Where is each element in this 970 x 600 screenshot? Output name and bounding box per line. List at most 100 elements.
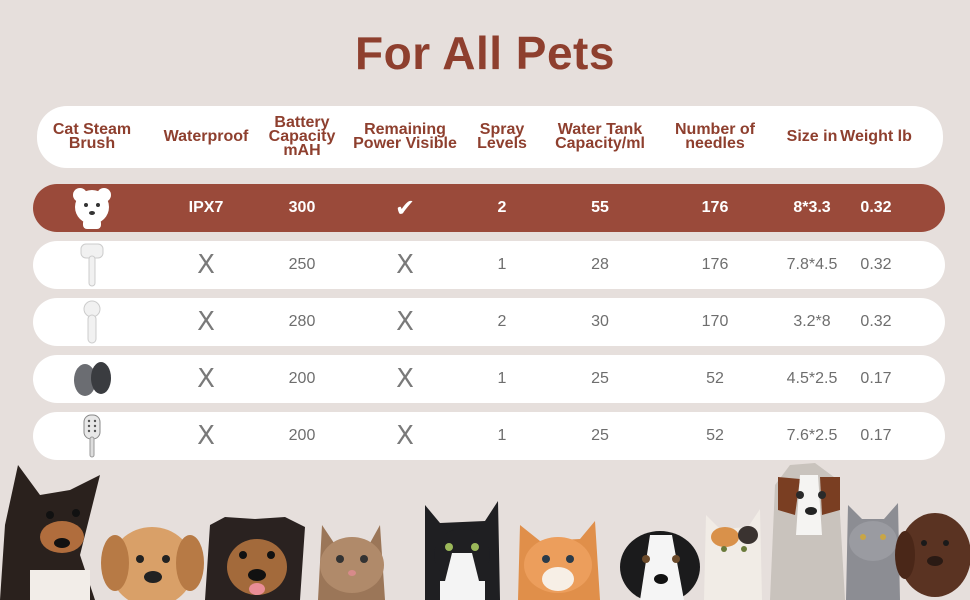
cell-weight: 0.32 [840, 184, 912, 232]
header-battery: Battery Capacity mAH [268, 114, 336, 159]
cell-needles: 176 [701, 199, 729, 216]
cell-battery: 280 [288, 313, 316, 330]
cross-icon: X [396, 307, 414, 337]
cell-spray: 2 [497, 199, 507, 216]
cell-tank: 55 [545, 184, 655, 232]
cell-tank: 25 [545, 412, 655, 460]
header-weight: Weight lb [840, 128, 912, 145]
cell-weight: 0.32 [840, 241, 912, 289]
cell-battery: 200 [288, 427, 316, 444]
puppy-shepherd-icon [205, 517, 305, 600]
cell-power: X [347, 412, 463, 460]
cell-power: X [347, 241, 463, 289]
cell-battery: 250 [257, 241, 347, 289]
cell-spray: 1 [467, 412, 537, 460]
table-row: X 200 X 1 25 52 4.5*2.5 0.17 [33, 355, 945, 403]
cell-spray: 2 [467, 298, 537, 346]
header-power: Remaining Power Visible [353, 121, 457, 152]
header-spray: Spray Levels [477, 121, 527, 152]
cell-weight: 0.32 [860, 199, 892, 216]
dog-black-tan-icon [0, 465, 100, 600]
cell-tank: 25 [591, 427, 609, 444]
cell-weight: 0.17 [840, 412, 912, 460]
cell-needles: 52 [706, 427, 724, 444]
puppy-border-collie-icon [620, 531, 700, 600]
header-brush: Cat Steam Brush [52, 121, 132, 152]
handle-steam-brush-icon [37, 241, 147, 289]
bear-steam-brush-icon [37, 184, 147, 232]
cell-size: 4.5*2.5 [776, 355, 848, 403]
table-header: Cat Steam Brush Waterproof Battery Capacit… [37, 106, 943, 168]
cross-icon: X [396, 250, 414, 280]
cell-waterproof: IPX7 [188, 199, 224, 216]
cat-black-white-icon [425, 501, 500, 600]
cell-size: 3.2*8 [793, 313, 831, 330]
header-size: Size in [786, 128, 838, 145]
cell-tank: 25 [545, 355, 655, 403]
cell-battery: 250 [288, 256, 316, 273]
cell-waterproof: X [156, 241, 256, 289]
cross-icon: X [197, 421, 215, 451]
grey-steam-brush-icon [37, 355, 147, 403]
cell-spray: 1 [497, 370, 507, 387]
cell-weight: 0.32 [860, 256, 892, 273]
cell-needles: 170 [701, 313, 729, 330]
cell-size: 8*3.3 [793, 199, 831, 216]
cell-tank: 25 [591, 370, 609, 387]
cell-waterproof: X [156, 412, 256, 460]
cat-tabby-icon [318, 525, 385, 600]
cell-needles: 176 [701, 256, 729, 273]
puppy-golden-icon [101, 527, 204, 600]
kitten-orange-icon [518, 521, 600, 600]
cat-grey-icon [846, 503, 900, 600]
cell-power: X [347, 298, 463, 346]
cell-spray: 1 [497, 256, 507, 273]
cell-size: 4.5*2.5 [786, 370, 838, 387]
cell-weight: 0.17 [860, 427, 892, 444]
cell-needles: 176 [663, 241, 767, 289]
cross-icon: X [197, 250, 215, 280]
header-tank: Water Tank Capacity/ml [555, 121, 645, 152]
cross-icon: X [197, 307, 215, 337]
cell-spray: 1 [467, 355, 537, 403]
cell-battery: 200 [257, 412, 347, 460]
cell-tank: 30 [591, 313, 609, 330]
table-row: X 250 X 1 28 176 7.8*4.5 0.32 [33, 241, 945, 289]
check-icon: ✔ [394, 194, 416, 222]
cell-waterproof: X [156, 355, 256, 403]
cell-power: X [347, 355, 463, 403]
cell-needles: 170 [663, 298, 767, 346]
cell-waterproof: IPX7 [156, 184, 256, 232]
cell-battery: 200 [257, 355, 347, 403]
cell-spray: 2 [467, 184, 537, 232]
cross-icon: X [396, 421, 414, 451]
paddle-steam-brush-icon [37, 412, 147, 460]
cross-icon: X [396, 364, 414, 394]
cell-battery: 300 [288, 199, 316, 216]
cell-battery: 200 [288, 370, 316, 387]
table-row: X 280 X 2 30 170 3.2*8 0.32 [33, 298, 945, 346]
cell-size: 7.8*4.5 [786, 256, 838, 273]
cell-size: 8*3.3 [776, 184, 848, 232]
cell-needles: 176 [663, 184, 767, 232]
cell-size: 7.6*2.5 [776, 412, 848, 460]
cell-tank: 28 [591, 256, 609, 273]
cross-icon: X [197, 364, 215, 394]
round-steam-brush-icon [37, 298, 147, 346]
cell-weight: 0.17 [860, 370, 892, 387]
cell-weight: 0.32 [840, 298, 912, 346]
cell-needles: 52 [663, 355, 767, 403]
cell-tank: 30 [545, 298, 655, 346]
cell-size: 3.2*8 [776, 298, 848, 346]
header-waterproof: Waterproof [163, 128, 249, 145]
cell-power: ✔ [347, 184, 463, 232]
cell-needles: 52 [663, 412, 767, 460]
cat-calico-icon [704, 509, 762, 600]
cell-weight: 0.17 [840, 355, 912, 403]
table-row: X 200 X 1 25 52 7.6*2.5 0.17 [33, 412, 945, 460]
cell-size: 7.6*2.5 [786, 427, 838, 444]
dog-aussie-icon [770, 463, 845, 600]
cell-tank: 55 [591, 199, 609, 216]
cell-spray: 2 [497, 313, 507, 330]
header-needles: Number of needles [675, 121, 755, 152]
